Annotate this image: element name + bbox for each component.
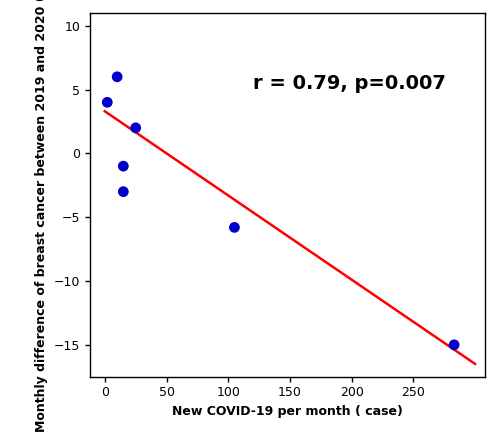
Point [120, 188, 128, 195]
Point [132, 124, 140, 131]
Point [113, 73, 121, 80]
Point [120, 163, 128, 170]
Point [450, 341, 458, 348]
X-axis label: New COVID-19 per month ( case): New COVID-19 per month ( case) [172, 405, 403, 418]
Y-axis label: Monthly difference of breast cancer between 2019 and 2020 (case): Monthly difference of breast cancer betw… [36, 0, 49, 432]
Text: r = 0.79, p=0.007: r = 0.79, p=0.007 [253, 74, 446, 93]
Point [230, 224, 238, 231]
Point [104, 99, 112, 106]
